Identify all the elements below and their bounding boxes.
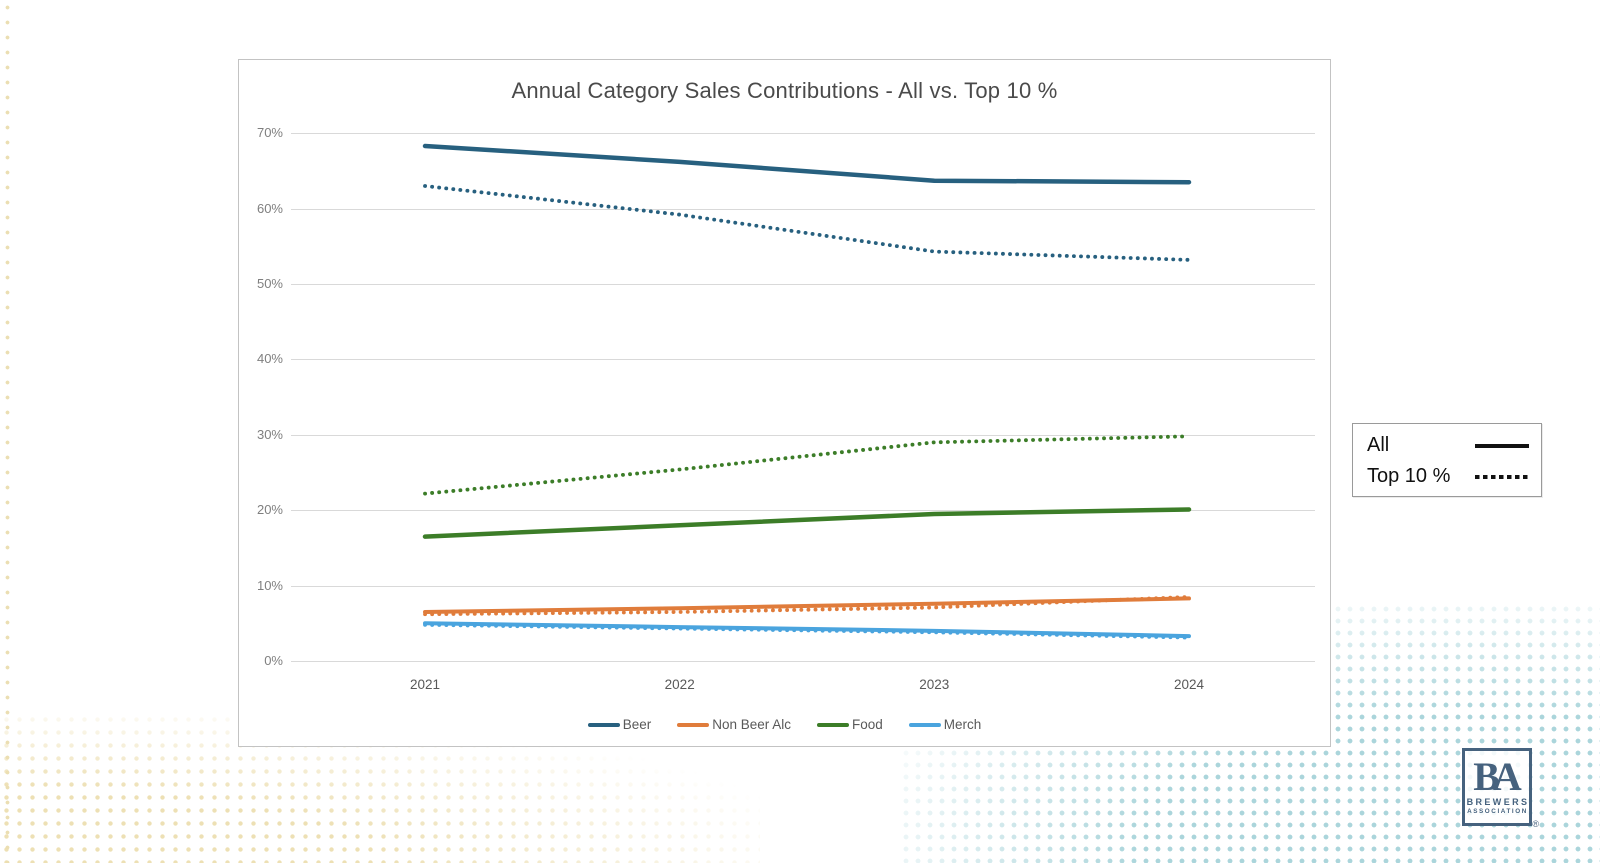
series-line-beer-top10 [423, 184, 1191, 262]
legend-label: Beer [622, 717, 652, 732]
legend-swatch [587, 722, 620, 727]
logo-brewers-text: BREWERS [1466, 796, 1530, 807]
style-legend-sample-solid [1475, 443, 1529, 448]
legend-item-beer: Beer [587, 717, 652, 732]
gridline-30% [291, 434, 1315, 436]
halftone-dots-left-edge [0, 0, 16, 863]
style-legend-row-dotted: Top 10 % [1367, 465, 1529, 488]
x-axis-label-2022: 2022 [664, 677, 695, 692]
series-line-food-top10 [423, 434, 1191, 496]
series-line-non-beer-alc-all [423, 596, 1191, 614]
gridline-50% [291, 284, 1315, 285]
style-legend-row-solid: All [1367, 434, 1529, 457]
registered-mark: ® [1532, 819, 1539, 829]
legend-swatch [677, 722, 710, 727]
y-axis-label-50%: 50% [256, 276, 283, 291]
gridline-60% [291, 208, 1315, 210]
style-legend-label: All [1367, 434, 1390, 456]
y-axis-label-40%: 40% [256, 351, 283, 367]
legend-label: Food [852, 717, 883, 732]
series-line-merch-top10 [423, 622, 1191, 640]
legend-label: Non Beer Alc [712, 717, 792, 732]
legend-label: Merch [943, 717, 982, 732]
logo-initials: BA [1473, 754, 1522, 800]
x-axis-label-2024: 2024 [1173, 677, 1205, 692]
legend-swatch [908, 722, 941, 727]
gridline-10% [291, 585, 1315, 587]
style-legend: All Top 10 % [1352, 423, 1542, 497]
y-axis-label-10%: 10% [256, 577, 283, 593]
y-axis-label-60%: 60% [256, 200, 283, 216]
gridline-20% [291, 510, 1315, 512]
category-legend: Beer Non Beer Alc Food Merch [239, 717, 1330, 732]
brewers-association-logo: BA BREWERS ASSOCIATION ® [1462, 748, 1539, 829]
chart-container: Annual Category Sales Contributions - Al… [238, 59, 1331, 747]
x-axis-label-2023: 2023 [919, 677, 950, 692]
chart-title: Annual Category Sales Contributions - Al… [511, 78, 1058, 103]
plot-lines [422, 143, 1192, 640]
gridline-70% [291, 133, 1315, 135]
x-axis-label-2021: 2021 [409, 677, 441, 692]
y-axis-label-30%: 30% [256, 426, 283, 442]
style-legend-label: Top 10 % [1367, 465, 1451, 487]
style-legend-sample-dotted [1475, 474, 1529, 479]
legend-item-food: Food [817, 717, 883, 732]
gridline-40% [291, 359, 1315, 361]
y-axis-label-70%: 70% [256, 125, 283, 141]
series-line-food-all [422, 507, 1192, 539]
legend-swatch [817, 722, 850, 727]
series-line-non-beer-alc-top10 [423, 595, 1191, 617]
legend-item-non-beer-alc: Non Beer Alc [677, 717, 791, 732]
gridline-0% [291, 661, 1315, 662]
y-axis-label-20%: 20% [256, 502, 283, 518]
series-line-beer-all [422, 143, 1192, 185]
y-axis-label-0%: 0% [264, 653, 283, 668]
logo-association-text: ASSOCIATION [1467, 807, 1528, 815]
legend-item-merch: Merch [908, 717, 982, 732]
